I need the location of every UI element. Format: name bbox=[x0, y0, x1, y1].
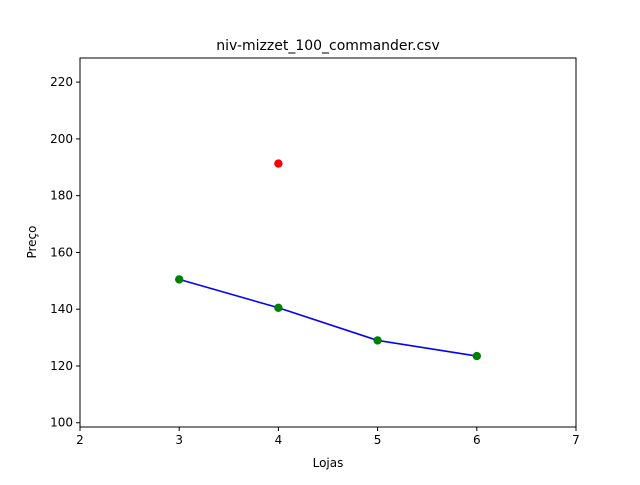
x-tick-label: 7 bbox=[572, 433, 580, 447]
y-tick-label: 100 bbox=[50, 416, 73, 430]
x-tick-label: 6 bbox=[473, 433, 481, 447]
data-point-1-1 bbox=[274, 303, 283, 312]
y-tick-label: 180 bbox=[50, 189, 73, 203]
x-tick-label: 5 bbox=[374, 433, 382, 447]
y-tick-label: 160 bbox=[50, 245, 73, 259]
x-axis: 2 3 4 5 6 7 bbox=[76, 427, 580, 447]
series-line-0 bbox=[178, 278, 477, 357]
x-tick-label: 3 bbox=[175, 433, 183, 447]
axes-frame bbox=[79, 57, 577, 428]
y-tick-label: 140 bbox=[50, 302, 73, 316]
chart-title: niv-mizzet_100_commander.csv bbox=[216, 38, 439, 54]
data-point-1-3 bbox=[472, 351, 481, 361]
x-tick-label: 2 bbox=[76, 433, 84, 447]
x-tick-label: 4 bbox=[275, 433, 283, 447]
data-point-2-0 bbox=[274, 159, 283, 168]
x-axis-label: Lojas bbox=[313, 456, 344, 470]
y-tick-label: 120 bbox=[50, 359, 73, 373]
data-point-1-2 bbox=[373, 336, 382, 345]
y-axis-label: Preço bbox=[25, 225, 39, 258]
y-tick-label: 200 bbox=[50, 132, 73, 146]
y-axis: 100 120 140 160 180 200 220 bbox=[50, 75, 80, 430]
series-layer bbox=[175, 159, 481, 361]
data-point-1-0 bbox=[175, 275, 184, 284]
y-tick-label: 220 bbox=[50, 75, 73, 89]
